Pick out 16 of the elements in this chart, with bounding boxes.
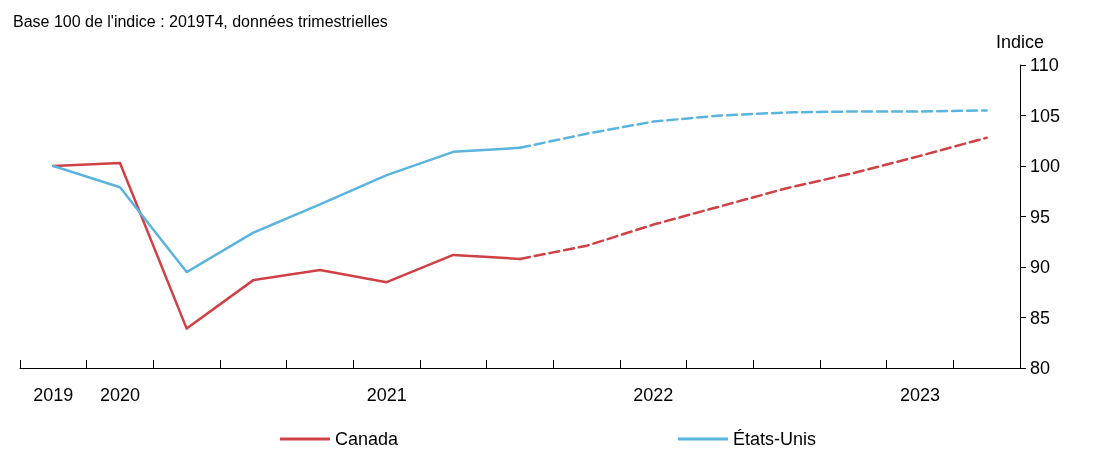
x-tick-label: 2020 (99, 385, 141, 405)
x-tick-label: 2023 (899, 385, 941, 405)
y-axis-title: Indice (995, 32, 1045, 52)
x-tick-label: 2022 (633, 385, 674, 405)
y-tick-label: 105 (1030, 105, 1061, 126)
y-tick-label: 80 (1030, 358, 1051, 378)
y-tick-label: 85 (1030, 307, 1051, 328)
y-tick-label: 110 (1030, 55, 1059, 75)
chart-title: Base 100 de l'indice : 2019T4, données trimestrielles (13, 12, 388, 30)
x-tick-label: 2021 (366, 385, 407, 405)
y-tick-label: 90 (1030, 257, 1051, 277)
y-tick-label: 100 (1030, 156, 1061, 176)
y-tick-label: 95 (1030, 206, 1051, 227)
legend-label: États-Unis (733, 429, 817, 449)
x-tick-label: 2019 (33, 385, 74, 405)
legend-label: Canada (334, 429, 399, 449)
